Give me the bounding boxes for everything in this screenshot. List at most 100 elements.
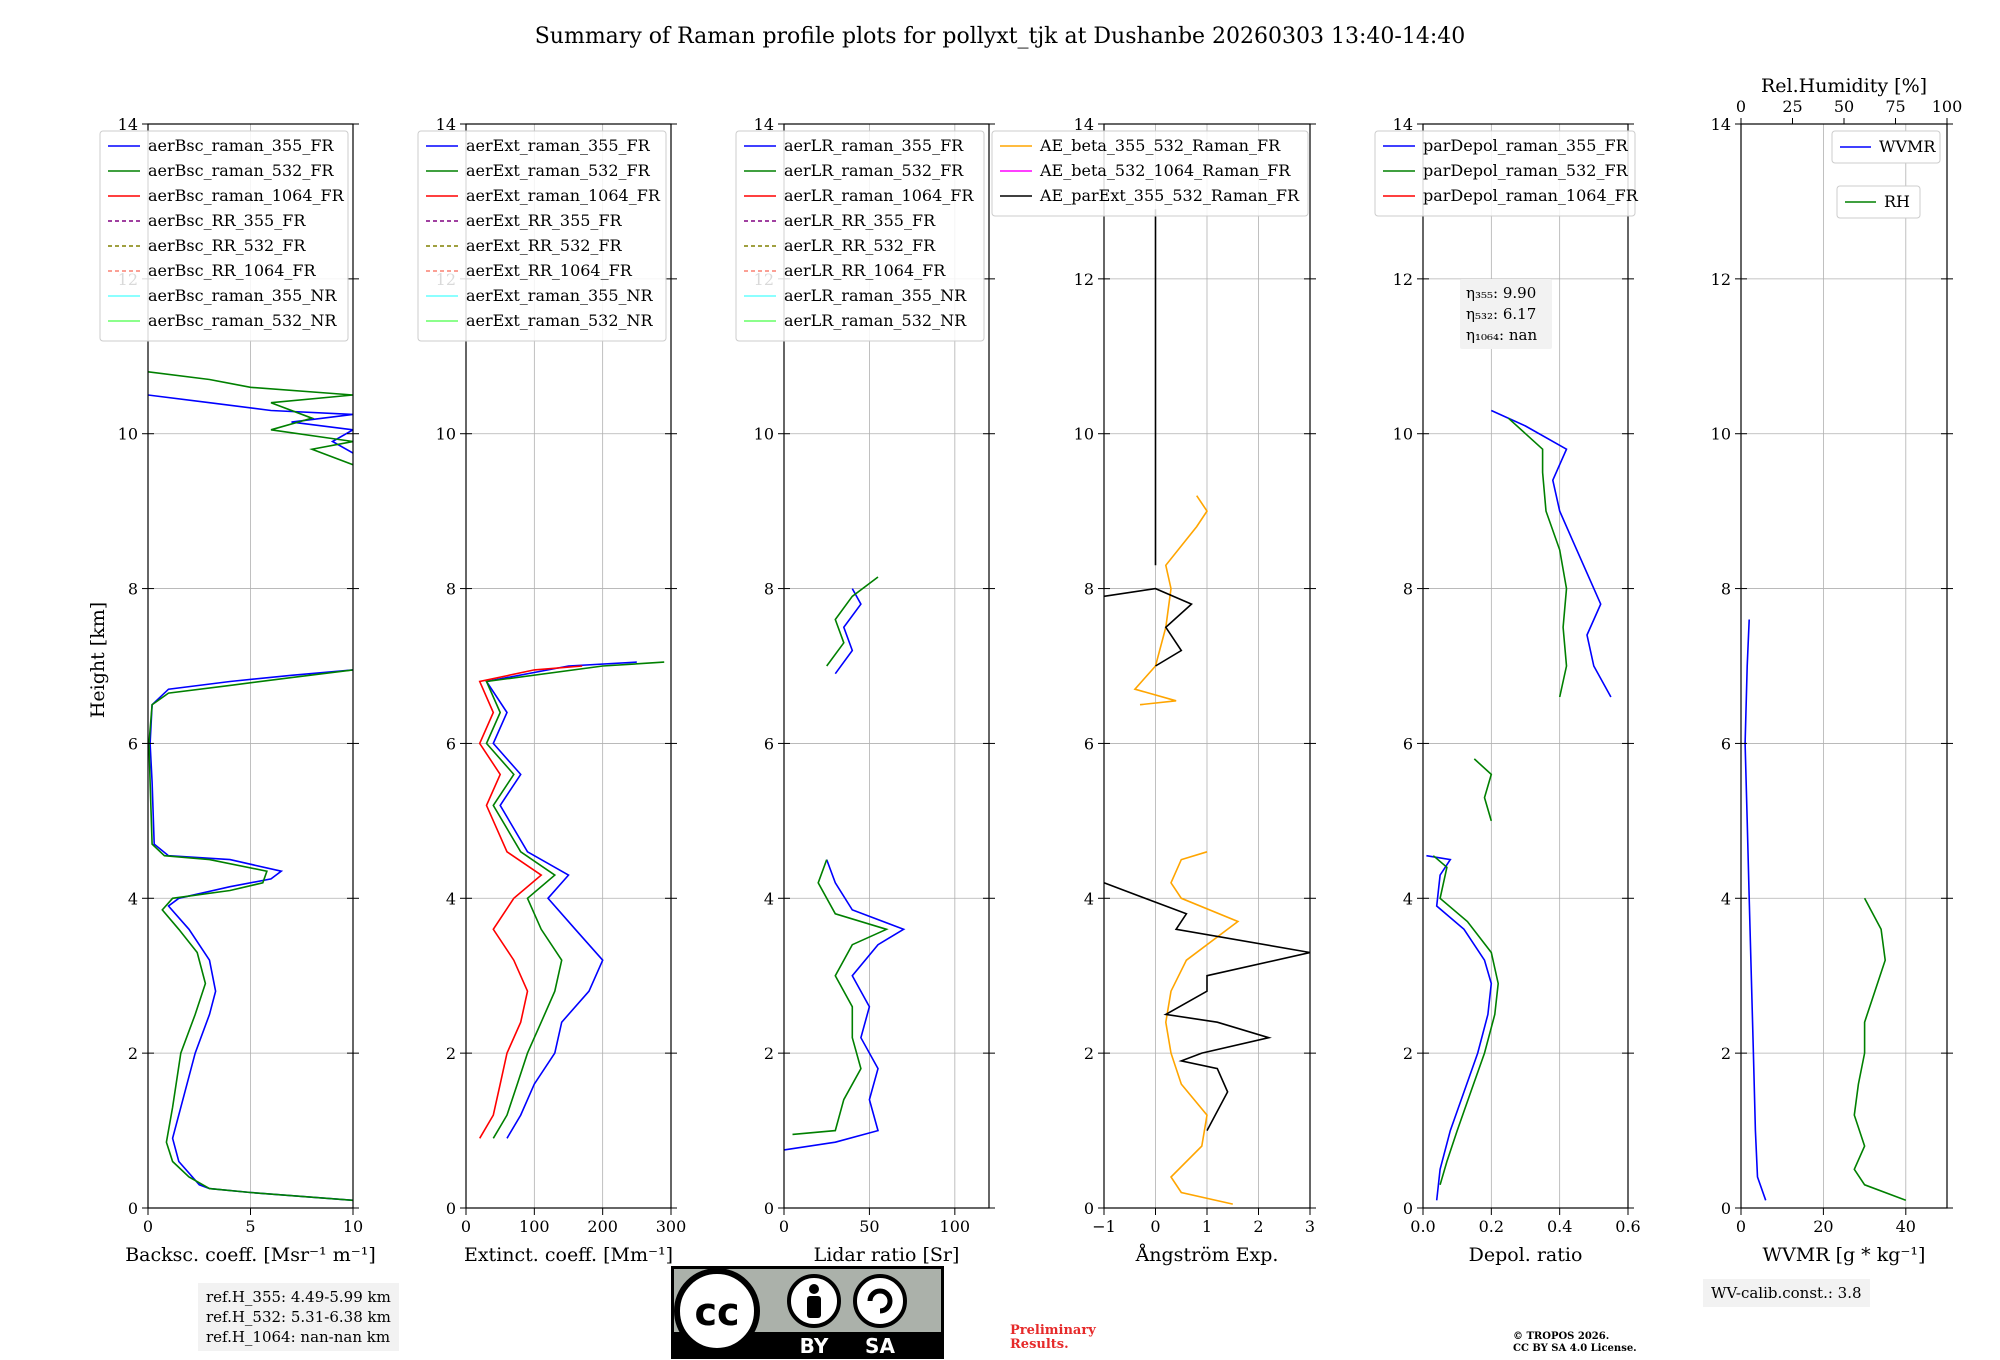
y-tick-label: 0 — [446, 1199, 456, 1218]
x-tick-label: 0.2 — [1479, 1217, 1504, 1236]
sa-share-icon — [853, 1274, 907, 1328]
legend: parDepol_raman_355_FR parDepol_raman_532_… — [1374, 130, 1639, 217]
x-tick-label: 20 — [1813, 1217, 1833, 1236]
x-tick-label: 5 — [245, 1217, 255, 1236]
series-line-AE_beta_355_532_Raman_FR — [1164, 851, 1240, 1205]
y-tick-label: 2 — [1403, 1044, 1413, 1063]
panel-depol: 0 2 4 6 8 10 12 14 0.0 0.2 0.4 0.6 Depol. ratio parDe… — [1374, 115, 1641, 1266]
y-tick-label: 2 — [764, 1044, 774, 1063]
panel-wv: 0 2 4 6 8 10 12 14 0 20 40 WVMR [g * kg⁻¹] 0 25 50 75 10… — [1711, 75, 1963, 1266]
legend-label: aerExt_raman_355_NR — [466, 286, 654, 305]
legend-label: aerLR_RR_355_FR — [784, 211, 936, 230]
legend-box — [417, 130, 667, 342]
legend-label: aerExt_raman_532_FR — [466, 161, 651, 180]
x-tick-label: 0 — [1736, 1217, 1746, 1236]
legend-label-wvmr: WVMR — [1879, 137, 1936, 156]
y-tick-label: 8 — [1403, 580, 1413, 599]
x-tick-label: −1 — [1092, 1217, 1116, 1236]
legend-label: aerExt_RR_532_FR — [466, 236, 623, 255]
legend: aerLR_raman_355_FR aerLR_raman_532_FR aerL… — [735, 130, 985, 342]
axes-frame — [783, 123, 990, 1209]
ref-height-532: ref.H_532: 5.31-6.38 km — [206, 1308, 391, 1326]
y-tick-label: 10 — [118, 425, 138, 444]
legend: AE_beta_355_532_Raman_FR AE_beta_532_1064… — [991, 130, 1309, 217]
y-tick-label: 4 — [764, 889, 774, 908]
top-x-tick-label: 0 — [1736, 97, 1746, 116]
by-person-head — [809, 1284, 819, 1294]
legend-label: aerLR_raman_532_NR — [784, 311, 967, 330]
series-group — [1426, 409, 1612, 1201]
legend-label: aerBsc_RR_355_FR — [148, 211, 306, 230]
ref-height-355: ref.H_355: 4.49-5.99 km — [206, 1288, 391, 1306]
eta-box — [1460, 279, 1552, 349]
eta-value: η₅₃₂: 6.17 — [1466, 305, 1536, 323]
series-line-WVMR — [1744, 619, 1767, 1201]
preliminary-results-note: Preliminary Results. — [1010, 1324, 1096, 1352]
by-label: BY — [800, 1334, 829, 1358]
legend-label-rh: RH — [1884, 192, 1910, 211]
legend-label: aerLR_raman_1064_FR — [784, 186, 974, 205]
series-line-aerLR_upper_532 — [826, 576, 879, 667]
legend-box — [1374, 130, 1636, 217]
legend-label: aerExt_RR_355_FR — [466, 211, 623, 230]
top-x-tick-label: 100 — [1932, 97, 1963, 116]
y-tick-label: 14 — [1393, 115, 1413, 134]
legend-box — [1831, 130, 1941, 164]
y-tick-label: 6 — [1403, 734, 1413, 753]
legend: WVMR RH — [1831, 130, 1941, 219]
x-tick-label: 50 — [859, 1217, 879, 1236]
x-tick-label: 3 — [1305, 1217, 1315, 1236]
by-person-body — [807, 1296, 821, 1318]
y-tick-label: 2 — [1084, 1044, 1094, 1063]
sa-label: SA — [865, 1334, 895, 1358]
legend-label: aerLR_RR_1064_FR — [784, 261, 946, 280]
series-line-RH — [1853, 897, 1907, 1202]
legend-label: aerExt_raman_1064_FR — [466, 186, 661, 205]
legend-label: aerExt_RR_1064_FR — [466, 261, 633, 280]
reference-heights-box: ref.H_355: 4.49-5.99 km ref.H_532: 5.31-… — [198, 1283, 399, 1351]
legend-label: AE_beta_532_1064_Raman_FR — [1039, 161, 1291, 180]
legend-label: aerBsc_RR_1064_FR — [148, 261, 317, 280]
y-tick-label: 6 — [1721, 734, 1731, 753]
x-axis-label: Depol. ratio — [1469, 1244, 1583, 1266]
cc-by-sa-badge: cc BY SA — [671, 1266, 944, 1359]
y-tick-label: 0 — [1721, 1199, 1731, 1218]
wv-calibration-text: WV-calib.const.: 3.8 — [1711, 1284, 1862, 1302]
y-tick-label: 2 — [1721, 1044, 1731, 1063]
y-tick-label: 6 — [446, 734, 456, 753]
cc-logo-icon — [674, 1268, 760, 1354]
y-tick-label: 6 — [764, 734, 774, 753]
legend: aerBsc_raman_355_FR aerBsc_raman_532_FRae… — [99, 130, 349, 342]
top-x-axis-label: Rel.Humidity [%] — [1761, 75, 1927, 97]
x-tick-label: 40 — [1896, 1217, 1916, 1236]
series-line-aerBsc_raman_532_FR — [148, 669, 353, 1202]
preliminary-line-2: Results. — [1010, 1337, 1069, 1352]
y-tick-label: 12 — [1393, 270, 1413, 289]
y-tick-label: 0 — [1084, 1199, 1094, 1218]
x-tick-label: 0.6 — [1615, 1217, 1640, 1236]
axes-frame — [465, 123, 672, 1209]
y-tick-label: 8 — [1084, 580, 1094, 599]
y-tick-label: 8 — [764, 580, 774, 599]
x-tick-label: 0.0 — [1410, 1217, 1435, 1236]
legend-box — [99, 130, 349, 342]
panels-group: 024681012140510Backsc. coeff. [Msr⁻¹ m⁻¹… — [99, 75, 1963, 1266]
legend: aerExt_raman_355_FR aerExt_raman_532_FRae… — [417, 130, 667, 342]
y-tick-label: 10 — [1711, 425, 1731, 444]
series-group — [784, 576, 906, 1151]
cc-logo-text: cc — [694, 1290, 739, 1334]
y-tick-label: 12 — [1711, 270, 1731, 289]
x-tick-label: 300 — [656, 1217, 687, 1236]
y-tick-label: 4 — [1084, 889, 1094, 908]
series-line-parDepol_raman_355_FR — [1426, 854, 1493, 1201]
y-tick-label: 2 — [446, 1044, 456, 1063]
wv-calibration-box: WV-calib.const.: 3.8 — [1703, 1279, 1870, 1307]
series-line-AE_parExt_355_532_Raman_FR — [1104, 882, 1310, 1131]
legend-label: parDepol_raman_532_FR — [1423, 161, 1629, 180]
legend-box — [1836, 185, 1921, 219]
axes-frame — [1740, 123, 1948, 1209]
series-line-AE_upper_orange — [1133, 495, 1208, 706]
panel-bsc: 024681012140510Backsc. coeff. [Msr⁻¹ m⁻¹… — [99, 115, 376, 1266]
y-tick-label: 4 — [1721, 889, 1731, 908]
